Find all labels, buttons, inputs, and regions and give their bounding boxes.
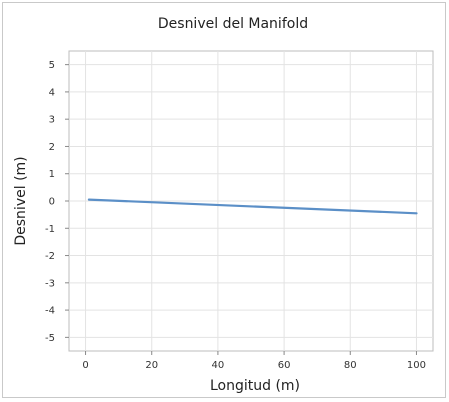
y-tick-label: -5 bbox=[45, 333, 55, 344]
y-tick-label: -3 bbox=[45, 278, 55, 289]
series-layer bbox=[87, 198, 418, 215]
x-tick-label: 100 bbox=[407, 360, 426, 371]
chart-frame: 5 4 3 2 1 0 -1 -2 -3 -4 -5 0 20 40 60 80 100 Desnivel d… bbox=[2, 2, 446, 398]
y-axis-ticks: 5 4 3 2 1 0 -1 -2 -3 -4 -5 bbox=[45, 60, 69, 344]
chart-title: Desnivel del Manifold bbox=[158, 16, 308, 32]
grid-lines bbox=[69, 51, 433, 351]
x-tick-label: 20 bbox=[145, 360, 158, 371]
x-axis-ticks: 0 20 40 60 80 100 bbox=[82, 351, 426, 371]
y-tick-label: 2 bbox=[49, 142, 55, 153]
y-tick-label: -1 bbox=[45, 224, 55, 235]
y-tick-label: 3 bbox=[49, 115, 55, 126]
line-chart: 5 4 3 2 1 0 -1 -2 -3 -4 -5 0 20 40 60 80 100 Desnivel d… bbox=[13, 16, 434, 394]
series-line bbox=[87, 198, 418, 215]
y-tick-label: 4 bbox=[49, 87, 55, 98]
x-tick-label: 60 bbox=[278, 360, 291, 371]
x-tick-label: 80 bbox=[344, 360, 357, 371]
y-tick-label: -4 bbox=[45, 306, 55, 317]
y-tick-label: -2 bbox=[45, 251, 55, 262]
x-tick-label: 0 bbox=[82, 360, 88, 371]
y-tick-label: 0 bbox=[49, 197, 55, 208]
y-axis-label: Desnivel (m) bbox=[13, 156, 29, 245]
y-tick-label: 1 bbox=[49, 169, 55, 180]
x-tick-label: 40 bbox=[212, 360, 225, 371]
x-axis-label: Longitud (m) bbox=[210, 378, 300, 394]
y-tick-label: 5 bbox=[49, 60, 55, 71]
